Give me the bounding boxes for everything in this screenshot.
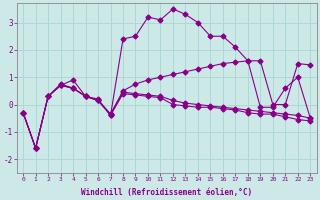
X-axis label: Windchill (Refroidissement éolien,°C): Windchill (Refroidissement éolien,°C) <box>81 188 252 197</box>
